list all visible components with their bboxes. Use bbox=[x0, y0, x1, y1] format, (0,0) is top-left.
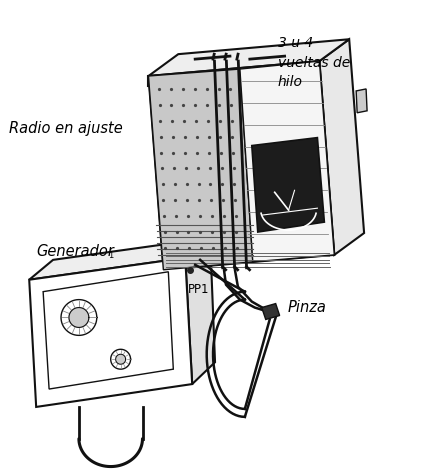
Polygon shape bbox=[148, 69, 253, 270]
Polygon shape bbox=[148, 39, 349, 76]
Polygon shape bbox=[185, 238, 215, 384]
Polygon shape bbox=[43, 272, 173, 389]
Polygon shape bbox=[240, 61, 334, 262]
Text: Pinza: Pinza bbox=[288, 300, 326, 315]
Polygon shape bbox=[29, 238, 210, 280]
Polygon shape bbox=[356, 89, 367, 113]
Text: Generador: Generador bbox=[36, 245, 114, 259]
Text: 1: 1 bbox=[108, 251, 113, 260]
Text: Radio en ajuste: Radio en ajuste bbox=[9, 121, 123, 136]
Polygon shape bbox=[319, 39, 364, 255]
Polygon shape bbox=[262, 303, 280, 319]
Polygon shape bbox=[111, 349, 131, 369]
Text: 3 u 4
vueltas de
hilo: 3 u 4 vueltas de hilo bbox=[278, 36, 350, 89]
Text: PP1: PP1 bbox=[188, 283, 210, 296]
Polygon shape bbox=[252, 137, 325, 232]
Polygon shape bbox=[69, 308, 89, 328]
Polygon shape bbox=[116, 354, 126, 364]
Polygon shape bbox=[29, 258, 192, 407]
Polygon shape bbox=[148, 61, 334, 270]
Polygon shape bbox=[61, 300, 97, 336]
